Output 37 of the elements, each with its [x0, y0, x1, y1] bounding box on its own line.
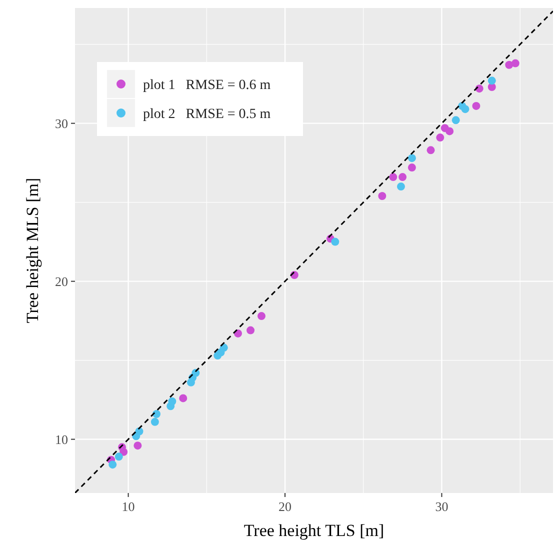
- point: [258, 312, 266, 320]
- x-tick-label: 20: [278, 499, 292, 514]
- y-tick-label: 20: [55, 274, 68, 289]
- point: [505, 60, 514, 69]
- point: [389, 173, 398, 182]
- point: [426, 146, 435, 154]
- point: [150, 418, 159, 426]
- point: [408, 154, 416, 162]
- point: [408, 164, 416, 172]
- point: [331, 238, 340, 246]
- legend-label: plot 2 RMSE = 0.5 m: [143, 106, 271, 122]
- point: [396, 182, 405, 191]
- x-tick-label: 30: [435, 499, 448, 514]
- point: [461, 105, 470, 114]
- y-axis-title: Tree height MLS [m]: [23, 178, 42, 324]
- point: [152, 410, 160, 418]
- point: [398, 173, 407, 182]
- point: [446, 127, 454, 136]
- y-tick-label: 30: [55, 116, 68, 131]
- point: [452, 116, 460, 124]
- point: [246, 326, 255, 334]
- legend-label: plot 1 RMSE = 0.6 m: [143, 78, 271, 93]
- x-tick-label: 10: [122, 499, 135, 514]
- point: [134, 442, 142, 450]
- point: [168, 397, 176, 406]
- x-axis-title: Tree height TLS [m]: [244, 521, 384, 540]
- point: [220, 344, 228, 352]
- point: [378, 192, 386, 200]
- point: [475, 84, 484, 93]
- y-tick-label: 10: [55, 432, 68, 447]
- point: [436, 134, 444, 142]
- point: [511, 59, 520, 68]
- point: [179, 394, 188, 402]
- point: [472, 102, 480, 110]
- point: [108, 460, 117, 469]
- point: [114, 452, 123, 461]
- point: [488, 76, 496, 85]
